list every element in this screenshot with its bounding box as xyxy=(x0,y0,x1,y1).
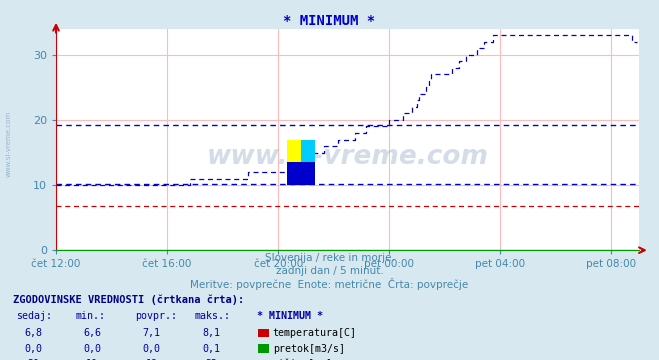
Text: ZGODOVINSKE VREDNOSTI (črtkana črta):: ZGODOVINSKE VREDNOSTI (črtkana črta): xyxy=(13,294,244,305)
Text: 0,0: 0,0 xyxy=(24,344,42,354)
Bar xyxy=(287,140,301,162)
Text: min.:: min.: xyxy=(76,311,106,321)
Text: 33: 33 xyxy=(205,359,217,360)
Text: 6,8: 6,8 xyxy=(24,328,42,338)
Text: * MINIMUM *: * MINIMUM * xyxy=(257,311,323,321)
Text: 30: 30 xyxy=(27,359,39,360)
Bar xyxy=(301,140,315,162)
Text: www.si-vreme.com: www.si-vreme.com xyxy=(5,111,11,177)
Text: zadnji dan / 5 minut.: zadnji dan / 5 minut. xyxy=(275,266,384,276)
Text: 6,6: 6,6 xyxy=(83,328,101,338)
Text: 7,1: 7,1 xyxy=(142,328,161,338)
Text: Meritve: povprečne  Enote: metrične  Črta: povprečje: Meritve: povprečne Enote: metrične Črta:… xyxy=(190,278,469,290)
Text: 10: 10 xyxy=(86,359,98,360)
Text: temperatura[C]: temperatura[C] xyxy=(273,328,357,338)
Text: povpr.:: povpr.: xyxy=(135,311,177,321)
Bar xyxy=(287,162,315,185)
Text: 0,1: 0,1 xyxy=(202,344,220,354)
Text: 0,0: 0,0 xyxy=(83,344,101,354)
Text: pretok[m3/s]: pretok[m3/s] xyxy=(273,344,345,354)
Text: maks.:: maks.: xyxy=(194,311,231,321)
Text: www.si-vreme.com: www.si-vreme.com xyxy=(207,144,488,170)
Text: 19: 19 xyxy=(146,359,158,360)
Text: sedaj:: sedaj: xyxy=(16,311,53,321)
Text: Slovenija / reke in morje.: Slovenija / reke in morje. xyxy=(264,253,395,263)
Text: višina[cm]: višina[cm] xyxy=(273,359,333,360)
Text: * MINIMUM *: * MINIMUM * xyxy=(283,14,376,28)
Text: 0,0: 0,0 xyxy=(142,344,161,354)
Text: 8,1: 8,1 xyxy=(202,328,220,338)
